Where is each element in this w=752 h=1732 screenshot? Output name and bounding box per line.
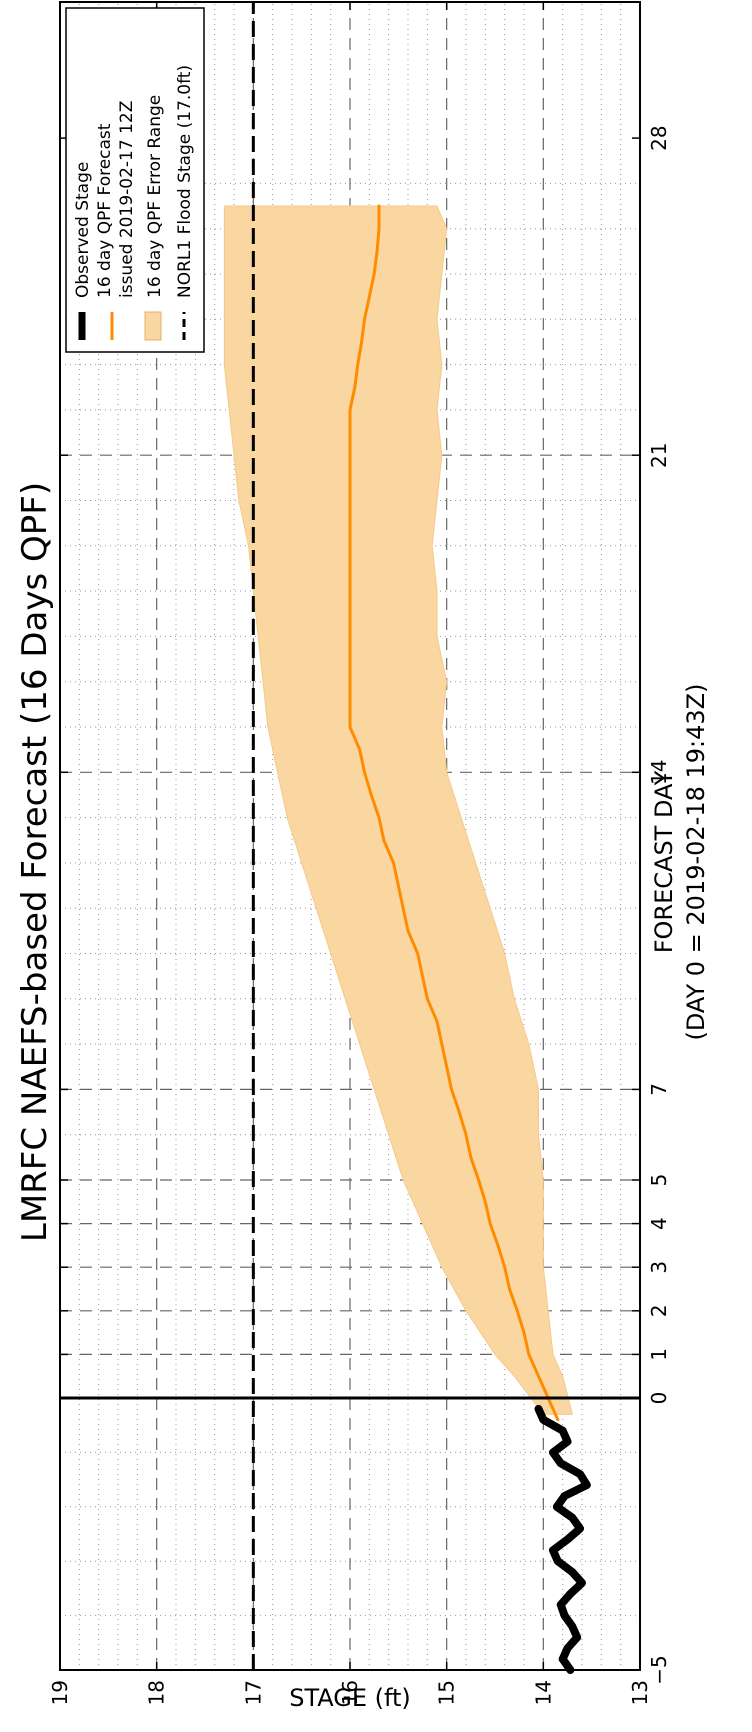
error-range-layer — [223, 205, 573, 1415]
x-axis-sublabel: (DAY 0 = 2019-02-18 19:43Z) — [682, 684, 710, 1041]
x-tick-label: 7 — [647, 1083, 671, 1096]
legend-frame — [65, 7, 205, 353]
legend-label-flood-stage: NORL1 Flood Stage (17.0ft) — [175, 65, 195, 298]
x-tick-marks: −5 0 1 2 3 4 5 7 14 21 28 — [60, 125, 671, 1685]
x-tick-label: 4 — [647, 1217, 671, 1230]
x-tick-label: 28 — [647, 125, 671, 150]
x-tick-label: 0 — [647, 1392, 671, 1405]
x-tick-label: 14 — [647, 760, 671, 785]
y-tick-label: 18 — [145, 1680, 169, 1705]
y-tick-label: 15 — [435, 1680, 459, 1705]
y-tick-label: 17 — [241, 1680, 265, 1705]
y-tick-label: 14 — [531, 1680, 555, 1705]
rotated-chart-group: −5 0 1 2 3 4 5 7 14 21 28 13 14 15 16 17 18 19 STAGE (ft)… — [15, 1, 710, 1712]
y-tick-marks: 13 14 15 16 17 18 19 STAGE (ft) — [48, 2, 652, 1712]
forecast-line — [348, 204, 560, 1422]
x-tick-label: 2 — [647, 1304, 671, 1317]
legend-label-forecast: 16 day QPF Forecast — [95, 123, 115, 298]
legend: Observed Stage 16 day QPF Forecast issue… — [65, 7, 205, 353]
x-axis-label: FORECAST DAY — [650, 770, 678, 953]
y-axis-label: STAGE (ft) — [289, 1684, 411, 1712]
error-range-band — [223, 205, 573, 1415]
legend-label-observed: Observed Stage — [73, 162, 93, 298]
y-tick-label: 13 — [628, 1680, 652, 1705]
x-tick-label: 5 — [647, 1174, 671, 1187]
x-tick-label: −5 — [647, 1655, 671, 1684]
x-tick-label: 21 — [647, 442, 671, 467]
y-tick-label: 16 — [338, 1680, 362, 1705]
chart-title: LMRFC NAEFS-based Forecast (16 Days QPF) — [15, 482, 55, 1242]
legend-swatch-error-range — [144, 311, 162, 341]
legend-label-forecast-issued: issued 2019-02-17 12Z — [117, 101, 137, 298]
x-tick-label: 1 — [647, 1348, 671, 1361]
observed-stage-line — [534, 1404, 591, 1674]
legend-label-error-range: 16 day QPF Error Range — [145, 95, 165, 298]
y-tick-label: 19 — [48, 1680, 72, 1705]
x-tick-label: 3 — [647, 1261, 671, 1274]
series-lines-layer — [348, 204, 591, 1674]
